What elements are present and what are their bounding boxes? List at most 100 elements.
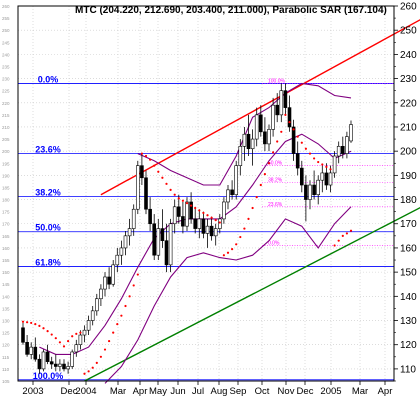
candle-body: [329, 173, 332, 185]
candle-body: [321, 173, 324, 180]
sar-dot: [264, 173, 266, 175]
fib-label: 0.0%: [38, 74, 59, 84]
sar-dot: [223, 254, 225, 256]
sar-dot: [165, 183, 167, 185]
candle-body: [202, 219, 205, 234]
sar-dot: [260, 184, 262, 186]
candle-body: [34, 347, 37, 359]
y-tick-label: 240: [400, 50, 417, 61]
y-left-label: 185: [2, 185, 10, 190]
x-tick-label: Dec: [297, 386, 314, 397]
y-left-label: 195: [2, 161, 10, 166]
sar-dot: [276, 140, 278, 142]
sar-dot: [219, 221, 221, 223]
x-tick-label: Apr: [378, 386, 393, 397]
sar-dot: [194, 207, 196, 209]
candle-body: [132, 209, 135, 228]
candle-body: [276, 105, 279, 115]
candle-body: [280, 91, 283, 115]
sar-dot: [231, 248, 233, 250]
sar-dot: [63, 345, 65, 347]
candle: [42, 350, 45, 372]
sar-dot: [186, 202, 188, 204]
y-tick-label: 230: [400, 74, 417, 85]
sar-dot: [178, 197, 180, 199]
candle-body: [214, 229, 217, 236]
candle-body: [268, 129, 271, 144]
sar-dot: [88, 370, 90, 372]
sar-dot: [256, 196, 258, 198]
sar-dot: [215, 219, 217, 221]
y-left-label: 165: [2, 234, 10, 239]
candle-body: [350, 125, 353, 141]
candle-body: [30, 347, 33, 354]
candle-body: [341, 146, 344, 153]
candle-body: [120, 248, 123, 255]
candle-body: [54, 364, 57, 366]
y-left-label: 135: [2, 306, 10, 311]
y-tick-label: 120: [400, 340, 417, 351]
sar-dot: [120, 315, 122, 317]
sar-dot: [268, 162, 270, 164]
y-left-label: 150: [2, 270, 10, 275]
candle-body: [239, 146, 242, 165]
candle-body: [169, 224, 172, 265]
candle-body: [251, 139, 254, 149]
sar-dot: [252, 207, 254, 209]
y-left-label: 200: [2, 149, 10, 154]
y-left-label: 145: [2, 282, 10, 287]
sar-dot: [112, 332, 114, 334]
sar-dot: [149, 159, 151, 161]
sar-dot: [293, 128, 295, 130]
candle-body: [116, 255, 119, 265]
candle-body: [165, 241, 168, 265]
candle-body: [333, 156, 336, 173]
candle-body: [161, 229, 164, 241]
candle-body: [325, 173, 328, 185]
candle-body: [87, 321, 90, 331]
y-left-label: 220: [2, 101, 10, 106]
sar-dot: [83, 373, 85, 375]
sar-dot: [301, 142, 303, 144]
fib-label: 100.0%: [33, 371, 64, 381]
candle-body: [235, 166, 238, 195]
sar-dot: [157, 171, 159, 173]
sar-dot: [100, 356, 102, 358]
candle-body: [186, 202, 189, 226]
sar-dot: [79, 332, 81, 334]
y-left-label: 130: [2, 319, 10, 324]
sar-dot: [51, 333, 53, 335]
candle-body: [292, 127, 295, 154]
sar-dot: [145, 155, 147, 157]
y-left-label: 180: [2, 198, 10, 203]
sar-dot: [116, 323, 118, 325]
sar-dot: [198, 209, 200, 211]
x-tick-label: Jul: [192, 386, 204, 397]
candle-body: [222, 202, 225, 219]
secondary-fib-label: 23.6%: [268, 202, 283, 208]
candle-body: [304, 185, 307, 200]
sar-dot: [67, 340, 69, 342]
sar-dot: [235, 243, 237, 245]
y-left-label: 250: [2, 28, 10, 33]
sar-dot: [26, 321, 28, 323]
fib-label: 38.2%: [35, 188, 61, 198]
y-left-label: 240: [2, 52, 10, 57]
candle-body: [104, 277, 107, 289]
candle-body: [313, 185, 316, 195]
chart-title: MTC (204.220, 212.690, 203.400, 211.000)…: [75, 5, 387, 16]
candle: [71, 350, 74, 369]
y-left-label: 205: [2, 137, 10, 142]
sar-dot: [71, 335, 73, 337]
y-left-label: 155: [2, 258, 10, 263]
sar-dot: [243, 227, 245, 229]
sar-dot: [104, 348, 106, 350]
sar-dot: [30, 322, 32, 324]
sar-dot: [59, 341, 61, 343]
sar-dot: [137, 273, 139, 275]
y-left-label: 235: [2, 64, 10, 69]
candle: [169, 219, 172, 272]
candle-body: [296, 154, 299, 169]
